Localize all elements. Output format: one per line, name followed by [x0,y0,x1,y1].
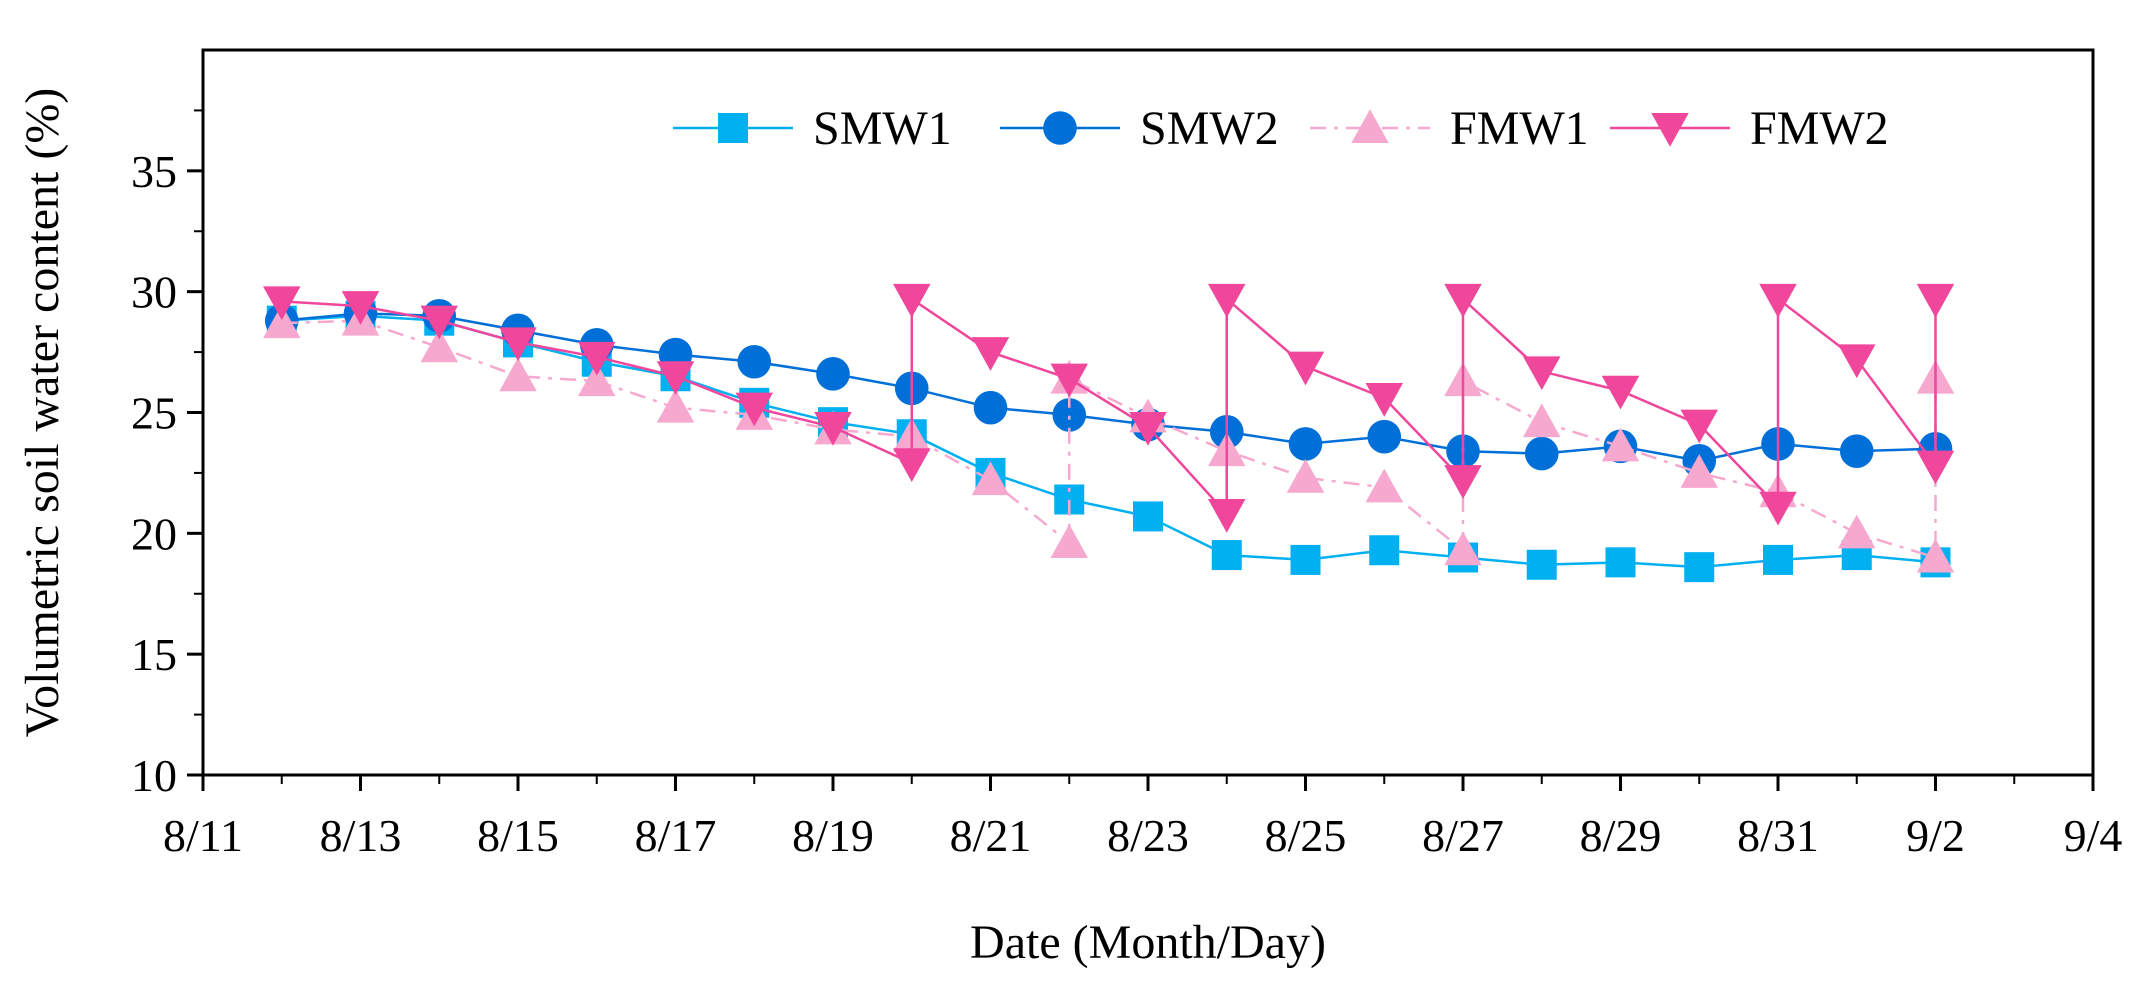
data-point-fmw2 [1208,283,1246,318]
data-point-fmw2 [341,291,380,325]
data-point-fmw2 [1444,283,1482,318]
data-point-fmw2 [893,283,931,318]
data-point-fmw2 [1523,356,1561,391]
series-line-smw2 [281,312,1936,463]
y-axis-title: Volumetric soil water content (%) [16,88,69,738]
x-axis-title: Date (Month/Day) [970,916,1326,969]
x-tick-label: 8/27 [1422,810,1504,861]
x-tick-label: 8/31 [1737,810,1819,861]
data-point-smw2 [1367,419,1402,454]
data-point-fmw1 [1601,427,1640,462]
data-point-fmw2 [1838,344,1876,379]
data-point-fmw2 [971,337,1010,371]
data-point-fmw2 [893,448,931,482]
x-tick-label: 8/17 [635,810,717,861]
data-point-fmw2 [499,327,537,362]
x-tick-label: 8/19 [792,810,874,861]
legend-label-smw1: SMW1 [813,102,952,155]
data-point-smw2 [1288,427,1323,461]
y-tick-label: 30 [131,267,177,318]
data-point-smw1 [1605,547,1636,578]
x-tick-label: 8/25 [1265,810,1347,861]
data-point-smw2 [737,344,772,379]
series-smw2 [264,296,1953,478]
data-point-fmw1 [1050,524,1088,558]
data-point-fmw2 [1759,491,1797,526]
data-point-fmw2 [1286,351,1325,386]
data-point-smw1 [1133,501,1163,532]
data-point-fmw2 [814,412,852,446]
data-point-smw2 [1524,436,1559,471]
x-tick-label: 8/13 [320,810,402,861]
data-point-fmw1 [1916,538,1955,573]
data-point-fmw2 [1759,283,1797,318]
y-tick-label: 15 [131,629,177,680]
legend-label-fmw1: FMW1 [1450,102,1589,155]
legend-marker-smw2 [1043,111,1077,145]
data-point-fmw1 [578,362,616,397]
data-point-fmw1 [499,357,537,392]
data-point-smw1 [1369,535,1400,566]
data-point-fmw2 [656,361,695,395]
data-point-fmw1 [1286,459,1325,493]
x-tick-label: 8/23 [1107,810,1189,861]
series-fmw2 [263,283,1955,533]
data-point-fmw1 [1680,454,1718,488]
y-tick-label: 35 [131,146,177,197]
x-tick-label: 8/29 [1580,810,1662,861]
data-point-fmw1 [1365,468,1403,503]
data-point-fmw1 [263,304,301,339]
x-tick-label: 8/15 [477,810,559,861]
data-point-fmw2 [1050,363,1088,398]
data-point-fmw2 [1129,412,1167,446]
series-line-smw1 [281,314,1936,569]
data-point-smw2 [816,357,850,391]
x-tick-label: 8/21 [950,810,1032,861]
data-point-fmw2 [263,286,301,321]
legend-label-fmw2: FMW2 [1750,102,1889,155]
data-point-fmw1 [1523,403,1561,438]
data-point-fmw1 [1444,531,1482,566]
data-point-smw1 [1526,549,1557,580]
data-point-smw2 [973,390,1008,425]
tick-label-layer: 10 15 20 25 30 35 8/11 8/13 8/15 8/17 8/19 8/21 8/23… [131,146,2122,861]
legend-marker-fmw2 [1651,113,1689,147]
data-point-fmw1 [420,328,458,363]
data-point-fmw2 [1365,383,1403,417]
data-point-fmw1 [656,388,695,423]
data-point-fmw1 [1838,514,1876,549]
plot-frame [201,48,2095,777]
data-point-fmw2 [1444,465,1482,499]
data-point-smw1 [1290,544,1321,575]
data-point-fmw2 [578,341,616,376]
y-tick-label: 25 [131,388,177,439]
data-point-smw2 [1839,434,1874,468]
data-point-fmw1 [971,461,1010,496]
data-point-fmw2 [420,305,458,340]
tick-layer [187,109,2095,791]
legend-marker-fmw1 [1351,109,1389,143]
data-point-smw1 [1763,544,1793,575]
data-point-fmw2 [1208,499,1246,533]
x-tick-label: 9/2 [1906,810,1965,861]
data-point-smw1 [1684,552,1715,583]
x-tick-label: 8/11 [163,810,243,861]
legend: SMW1 SMW2 FMW1 FMW2 [673,102,1889,155]
data-point-fmw2 [735,392,773,427]
data-point-fmw2 [1680,409,1718,444]
legend-marker-smw1 [718,113,748,143]
y-tick-label: 10 [131,750,177,801]
data-point-smw1 [1211,540,1242,571]
data-point-fmw2 [1916,450,1955,485]
legend-label-smw2: SMW2 [1140,102,1279,155]
data-point-fmw2 [1916,283,1955,318]
data-point-smw2 [1052,398,1087,432]
series-layer [263,283,1955,583]
data-point-fmw2 [1601,375,1640,410]
y-tick-label: 20 [131,508,177,559]
x-tick-label: 9/4 [2064,810,2123,861]
